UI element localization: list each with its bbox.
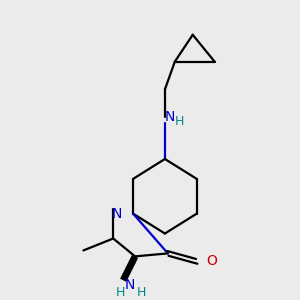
Text: N: N — [112, 207, 122, 221]
Text: N: N — [125, 278, 135, 292]
Text: H: H — [116, 286, 125, 299]
Text: N: N — [165, 110, 175, 124]
Text: H: H — [136, 286, 146, 299]
Text: H: H — [175, 115, 184, 128]
Text: O: O — [206, 254, 217, 268]
